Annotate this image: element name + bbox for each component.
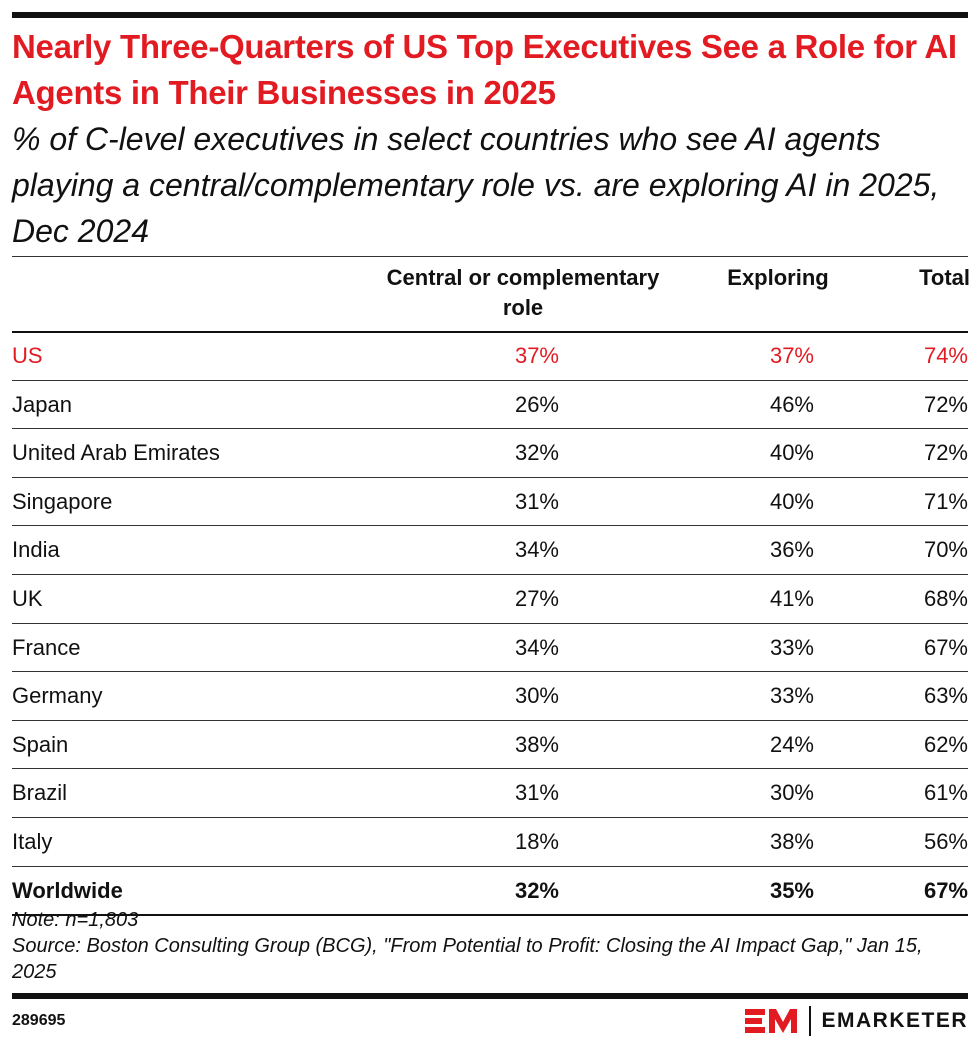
cell-central: 32% (514, 440, 559, 466)
footnotes: Note: n=1,803 Source: Boston Consulting … (12, 907, 962, 985)
cell-total: 62% (923, 731, 968, 757)
cell-central: 31% (514, 488, 559, 514)
row-label: Worldwide (12, 877, 123, 903)
row-label: Brazil (12, 780, 68, 806)
cell-total: 56% (923, 828, 968, 854)
cell-total: 63% (923, 683, 968, 709)
cell-total: 74% (923, 343, 968, 368)
note: Note: n=1,803 (12, 909, 139, 931)
column-header-total: Total (919, 265, 970, 290)
cell-total: 68% (923, 585, 968, 611)
source: Source: Boston Consulting Group (BCG), "… (12, 935, 923, 983)
table-row: UK 27% 41% 68% (12, 575, 968, 624)
table-row: Italy 18% 38% 56% (12, 818, 968, 867)
row-label: Singapore (12, 488, 113, 514)
cell-central: 26% (514, 391, 559, 417)
row-label: Germany (12, 683, 103, 709)
cell-exploring: 35% (769, 877, 814, 903)
logo-divider (809, 1006, 812, 1036)
cell-central: 30% (514, 683, 559, 709)
cell-total: 67% (923, 634, 968, 660)
chart-title: Nearly Three-Quarters of US Top Executiv… (12, 28, 957, 111)
table-row: Spain 38% 24% 62% (12, 721, 968, 770)
cell-exploring: 36% (769, 537, 814, 563)
table-row: Worldwide 32% 35% 67% (12, 867, 968, 917)
table-row: Japan 26% 46% 72% (12, 381, 968, 430)
bottom-rule (12, 993, 968, 999)
cell-total: 70% (923, 537, 968, 563)
column-header-exploring: Exploring (727, 265, 829, 290)
cell-central: 34% (514, 634, 559, 660)
table-row: Brazil 31% 30% 61% (12, 769, 968, 818)
cell-central: 38% (514, 731, 559, 757)
emarketer-logo: EMARKETER (745, 1006, 968, 1036)
chart-subtitle: % of C-level executives in select countr… (12, 121, 940, 249)
cell-exploring: 37% (769, 343, 814, 368)
cell-exploring: 24% (769, 731, 814, 757)
row-label: Spain (12, 731, 69, 757)
cell-exploring: 40% (769, 440, 814, 466)
cell-total: 67% (923, 877, 968, 903)
top-rule (12, 12, 968, 18)
row-label: US (12, 343, 43, 368)
chart-id: 289695 (12, 1012, 66, 1029)
cell-exploring: 38% (769, 828, 814, 854)
table-row: France 34% 33% 67% (12, 624, 968, 673)
row-label: Japan (12, 391, 72, 417)
table-row: United Arab Emirates 32% 40% 72% (12, 429, 968, 478)
em-logo-icon (745, 1009, 798, 1033)
cell-exploring: 30% (769, 780, 814, 806)
cell-central: 37% (514, 343, 559, 368)
cell-exploring: 33% (769, 683, 814, 709)
row-label: UK (12, 585, 43, 611)
table-row: India 34% 36% 70% (12, 526, 968, 575)
cell-central: 34% (514, 537, 559, 563)
header-top-rule (12, 256, 968, 257)
table-row: US 37% 37% 74% (12, 332, 968, 381)
column-header-central: Central or complementary role (386, 265, 660, 320)
header-bottom-rule (12, 331, 968, 333)
table-body: US 37% 37% 74% Japan 26% 46% 72% United Arab Emi… (12, 332, 968, 917)
cell-exploring: 46% (769, 391, 814, 417)
cell-total: 72% (923, 391, 968, 417)
cell-central: 32% (514, 877, 559, 903)
table-row: Germany 30% 33% 63% (12, 672, 968, 721)
cell-central: 18% (514, 828, 559, 854)
cell-exploring: 40% (769, 488, 814, 514)
row-label: France (12, 634, 81, 660)
brand-name: EMARKETER (821, 1009, 968, 1032)
row-label: United Arab Emirates (12, 440, 220, 466)
row-label: India (12, 537, 60, 563)
cell-total: 71% (923, 488, 968, 514)
cell-exploring: 33% (769, 634, 814, 660)
table-row: Singapore 31% 40% 71% (12, 478, 968, 527)
row-label: Italy (12, 828, 53, 854)
cell-total: 72% (923, 440, 968, 466)
cell-total: 61% (923, 780, 968, 806)
cell-central: 27% (514, 585, 559, 611)
cell-exploring: 41% (769, 585, 814, 611)
cell-central: 31% (514, 780, 559, 806)
